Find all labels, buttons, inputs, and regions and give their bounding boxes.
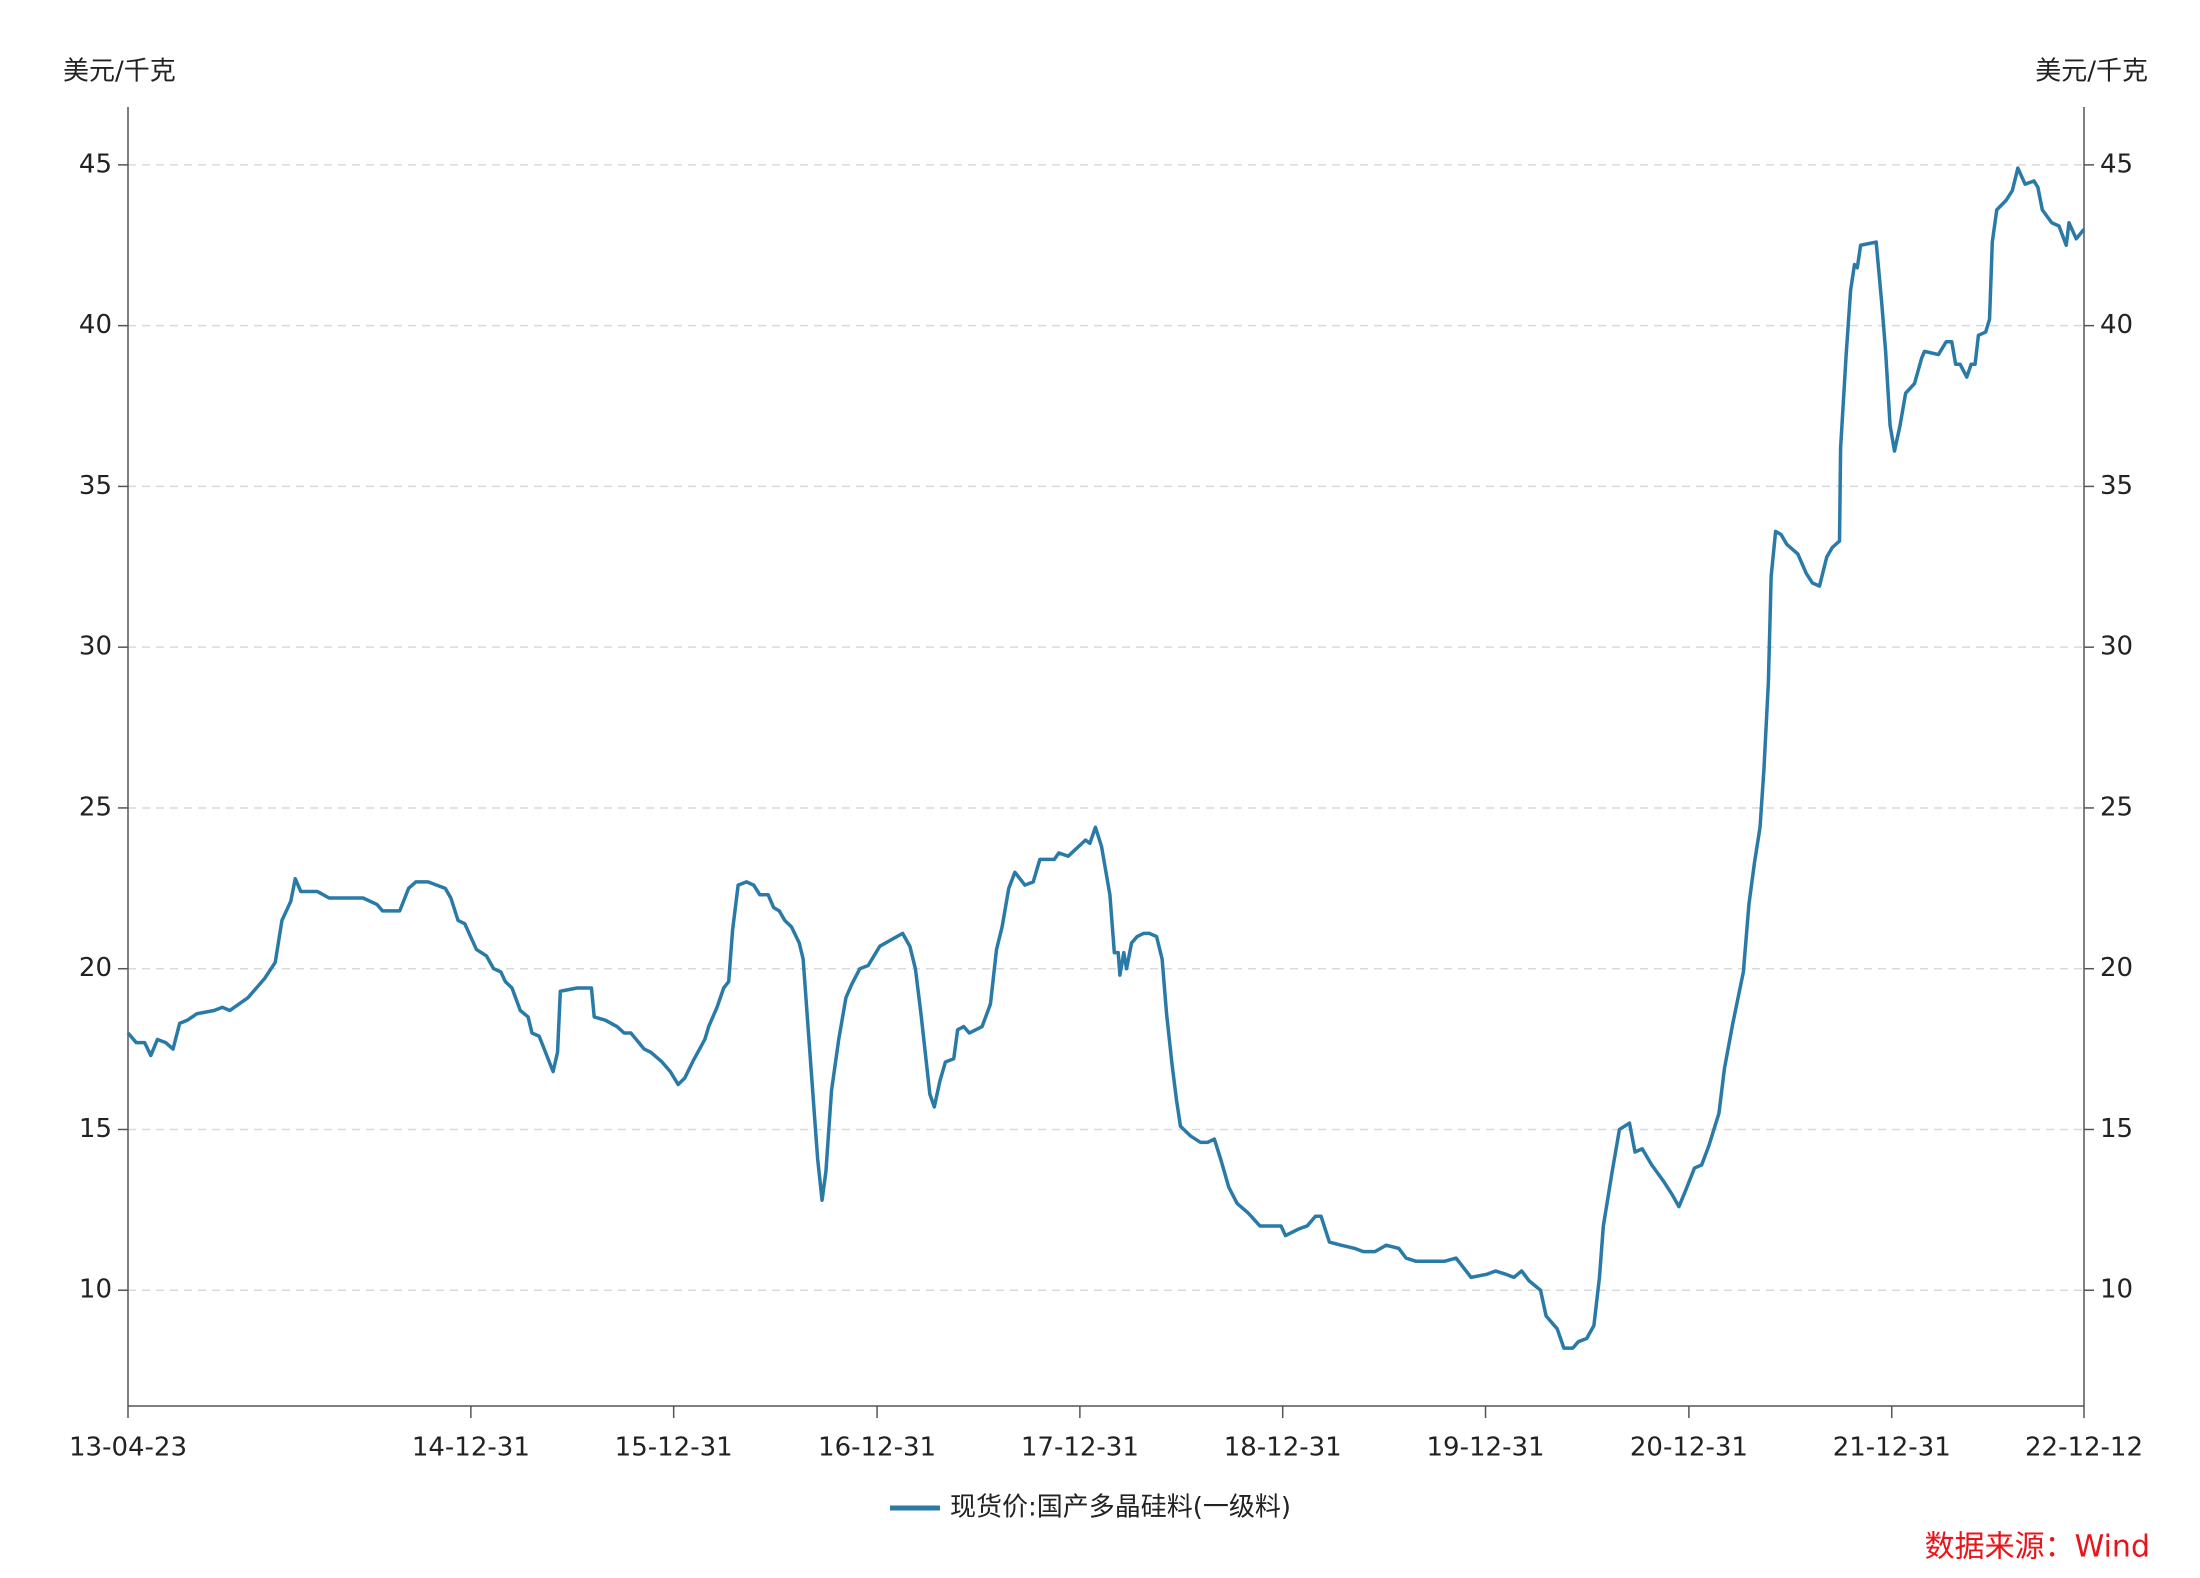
y2-tick-label: 15 xyxy=(2100,1114,2133,1144)
y-tick-label: 40 xyxy=(79,310,112,340)
data-line xyxy=(126,166,2086,1350)
x-tick-label: 13-04-23 xyxy=(69,1433,187,1463)
y-tick-label: 30 xyxy=(79,632,112,662)
y2-tick-label: 45 xyxy=(2100,149,2133,179)
y-tick-label: 10 xyxy=(79,1275,112,1305)
x-tick-label: 15-12-31 xyxy=(615,1433,733,1463)
x-tick-label: 17-12-31 xyxy=(1021,1433,1139,1463)
x-tick-label: 22-12-12 xyxy=(2025,1433,2143,1463)
y2-tick-label: 10 xyxy=(2100,1275,2133,1305)
y-tick-label: 45 xyxy=(79,149,112,179)
y2-tick-label: 20 xyxy=(2100,953,2133,983)
x-tick-label: 19-12-31 xyxy=(1427,1433,1545,1463)
y2-tick-label: 30 xyxy=(2100,632,2133,662)
source-note: 数据来源：Wind xyxy=(1925,1530,2150,1565)
y2-tick-label: 40 xyxy=(2100,310,2133,340)
y-tick-label: 20 xyxy=(79,953,112,983)
y-tick-label: 25 xyxy=(79,792,112,822)
x-tick-label: 14-12-31 xyxy=(412,1433,530,1463)
x-tick-label: 21-12-31 xyxy=(1833,1433,1951,1463)
y-axis-label: 美元/千克 xyxy=(63,57,176,87)
y-tick-label: 35 xyxy=(79,471,112,501)
y-tick-label: 15 xyxy=(79,1114,112,1144)
y2-axis-label: 美元/千克 xyxy=(2035,57,2148,87)
x-tick-label: 20-12-31 xyxy=(1630,1433,1748,1463)
y2-tick-label: 25 xyxy=(2100,792,2133,822)
legend-label: 现货价:国产多晶硅料(一级料) xyxy=(950,1493,1291,1523)
x-tick-label: 16-12-31 xyxy=(818,1433,936,1463)
y2-tick-label: 35 xyxy=(2100,471,2133,501)
x-tick-label: 18-12-31 xyxy=(1224,1433,1342,1463)
